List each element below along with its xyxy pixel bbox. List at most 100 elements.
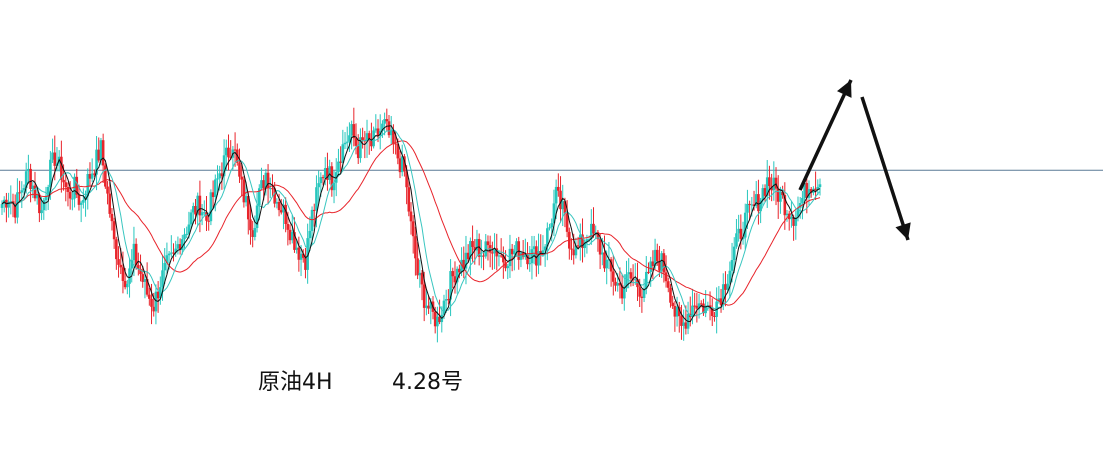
candle-body — [282, 204, 285, 213]
candle-body — [277, 201, 281, 211]
candle-body — [317, 183, 320, 188]
candle-body — [539, 251, 543, 255]
candle-body — [319, 177, 323, 184]
symbol-caption: 原油4H — [258, 370, 333, 395]
candle-body — [321, 177, 325, 179]
candle-body — [449, 271, 452, 300]
candle-body — [592, 223, 595, 234]
candle-body — [27, 168, 30, 172]
candle-body — [603, 252, 606, 269]
candle-body — [469, 241, 472, 260]
candle-body — [396, 144, 400, 159]
candle-body — [585, 239, 589, 243]
candle-body — [126, 283, 129, 288]
candle-body — [717, 298, 721, 302]
candle-body — [132, 243, 136, 261]
candle-body — [381, 123, 384, 132]
candle-body — [284, 204, 287, 225]
candle-body — [196, 195, 200, 215]
candle-body — [328, 166, 331, 180]
candle-body — [44, 195, 48, 201]
candle-body — [495, 248, 499, 257]
candle-body — [561, 201, 565, 210]
candle-body — [323, 168, 327, 179]
candle-body — [38, 194, 41, 214]
candle-body — [502, 255, 505, 263]
candle-body — [260, 180, 263, 189]
candle-body — [359, 137, 362, 159]
candle-body — [106, 186, 109, 194]
candle-body — [233, 149, 237, 151]
candle-body — [499, 255, 503, 257]
candle-body — [207, 220, 210, 222]
candle-body — [743, 212, 747, 238]
candle-body — [598, 239, 602, 255]
candle-body — [134, 243, 138, 266]
candle-body — [312, 209, 316, 211]
candle-body — [550, 223, 554, 228]
candle-body — [640, 296, 644, 298]
candle-body — [673, 306, 677, 317]
candle-body — [161, 270, 164, 288]
candle-body — [675, 307, 679, 317]
candle-body — [620, 285, 624, 299]
candle-body — [655, 249, 659, 262]
candle-body — [115, 239, 118, 260]
candle-body — [227, 147, 230, 158]
candle-body — [783, 195, 787, 216]
candle-body — [242, 179, 246, 203]
candle-body — [579, 234, 582, 246]
candle-body — [726, 283, 729, 290]
candle-body — [772, 177, 776, 191]
candle-body — [697, 303, 701, 309]
candle-body — [818, 184, 822, 187]
candle-body — [46, 187, 50, 196]
candle-body — [253, 228, 257, 237]
forecast-arrow-shaft — [860, 96, 910, 241]
candle-body — [77, 194, 81, 205]
candle-body — [53, 152, 57, 166]
candle-body — [213, 179, 217, 198]
candle-body — [310, 209, 314, 231]
candle-body — [508, 248, 512, 267]
candle-body — [548, 227, 551, 229]
candle-body — [814, 188, 817, 190]
candle-body — [759, 200, 762, 212]
candle-body — [475, 238, 479, 251]
candle-body — [521, 252, 525, 258]
candle-body — [746, 203, 749, 213]
candle-body — [455, 268, 459, 283]
candle-body — [99, 140, 103, 161]
candle-body — [64, 182, 68, 188]
candle-body — [163, 263, 167, 271]
candle-body — [403, 156, 406, 172]
candle-body — [189, 212, 193, 225]
forecast-arrow-head — [837, 80, 852, 98]
candle-body — [255, 205, 259, 229]
candle-body — [262, 180, 265, 189]
candle-body — [451, 271, 455, 277]
candle-body — [295, 247, 298, 250]
candle-body — [119, 264, 123, 268]
candle-body — [332, 182, 336, 191]
candle-body — [471, 241, 474, 247]
candle-body — [629, 272, 633, 279]
candle-body — [82, 199, 85, 203]
candle-body — [438, 316, 441, 323]
candle-body — [20, 190, 24, 193]
candle-body — [583, 242, 587, 249]
candle-body — [376, 128, 380, 136]
candle-body — [693, 305, 696, 307]
candle-body — [367, 133, 371, 140]
candle-body — [666, 281, 670, 288]
ma-slow-line — [1, 140, 821, 306]
candle-body — [721, 284, 725, 306]
candle-body — [139, 268, 142, 275]
candle-body — [174, 248, 178, 253]
candle-body — [293, 232, 296, 250]
candle-body — [497, 255, 501, 257]
candle-body — [695, 305, 699, 309]
candle-body — [398, 158, 402, 173]
candle-body — [275, 201, 279, 204]
candle-body — [68, 191, 72, 199]
